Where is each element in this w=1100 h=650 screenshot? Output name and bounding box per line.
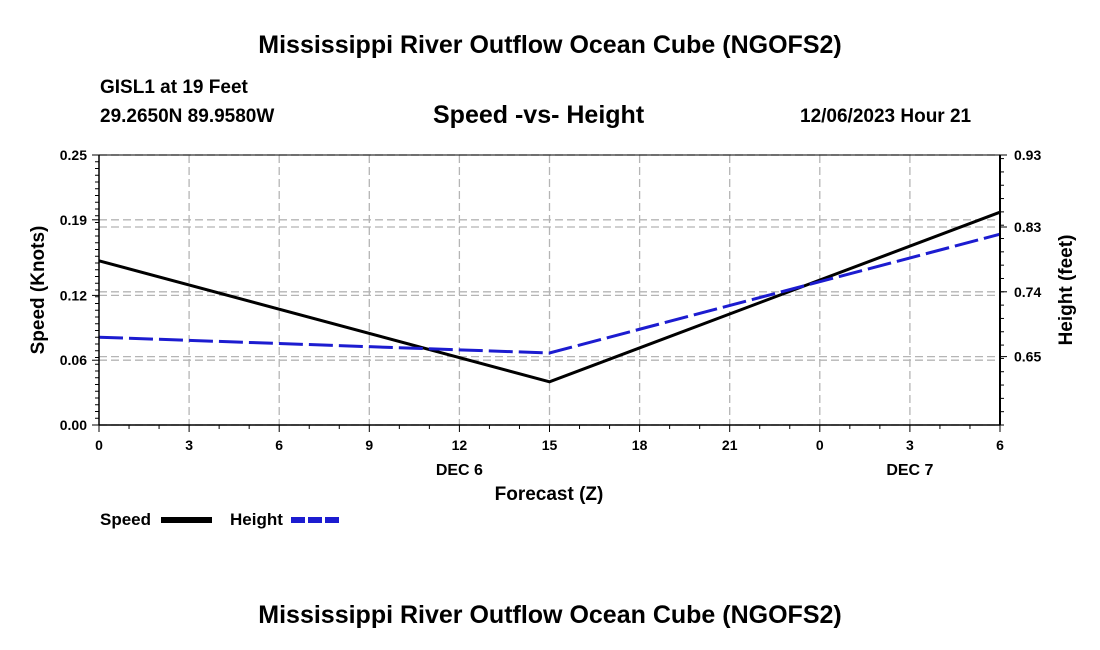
y-tick-label: 0.06 <box>60 352 87 368</box>
y-axis-title: Speed (Knots) <box>28 226 49 355</box>
y2-tick-label: 0.83 <box>1014 219 1041 235</box>
x-tick-label: 0 <box>95 437 103 453</box>
main-title: Mississippi River Outflow Ocean Cube (NG… <box>258 31 842 59</box>
x-tick-label: 6 <box>275 437 283 453</box>
x-tick-label: 9 <box>365 437 373 453</box>
y2-axis-title: Height (feet) <box>1056 235 1077 346</box>
y-tick-label: 0.19 <box>60 212 87 228</box>
x-tick-label: 18 <box>632 437 648 453</box>
series-line-speed <box>98 210 1001 384</box>
x-tick-label: 6 <box>996 437 1004 453</box>
grid-lines <box>99 154 1000 426</box>
forecast-datetime: 12/06/2023 Hour 21 <box>800 106 972 127</box>
x-tick-label: 12 <box>452 437 468 453</box>
chart-title: Speed -vs- Height <box>433 101 645 129</box>
y2-tick-label: 0.74 <box>1014 284 1041 300</box>
date-label: DEC 7 <box>886 462 933 479</box>
y-tick-label: 0.25 <box>60 147 87 163</box>
y-tick-label: 0.12 <box>60 287 87 303</box>
series-lines <box>98 210 1001 384</box>
x-tick-label: 3 <box>185 437 193 453</box>
tick-labels: 0 3 6 9 12 15 18 21 0 3 6 DEC 6 DEC 7 0.00 0.06 0.12 0.1… <box>60 147 1042 479</box>
legend-label-height: Height <box>230 510 283 529</box>
y2-tick-label: 0.93 <box>1014 147 1041 163</box>
legend: Speed Height <box>100 510 342 529</box>
y2-tick-label: 0.65 <box>1014 349 1041 365</box>
bottom-title: Mississippi River Outflow Ocean Cube (NG… <box>258 601 842 629</box>
x-tick-label: 21 <box>722 437 738 453</box>
station-label: GISL1 at 19 Feet <box>100 77 248 98</box>
legend-label-speed: Speed <box>100 510 151 529</box>
station-coords: 29.2650N 89.9580W <box>100 106 275 127</box>
chart-axes <box>92 154 1007 432</box>
x-tick-label: 3 <box>906 437 914 453</box>
series-line-height <box>98 232 1001 355</box>
x-axis-title: Forecast (Z) <box>495 484 604 505</box>
x-tick-label: 15 <box>542 437 558 453</box>
y-tick-label: 0.00 <box>60 417 87 433</box>
x-tick-label: 0 <box>816 437 824 453</box>
date-label: DEC 6 <box>436 462 483 479</box>
